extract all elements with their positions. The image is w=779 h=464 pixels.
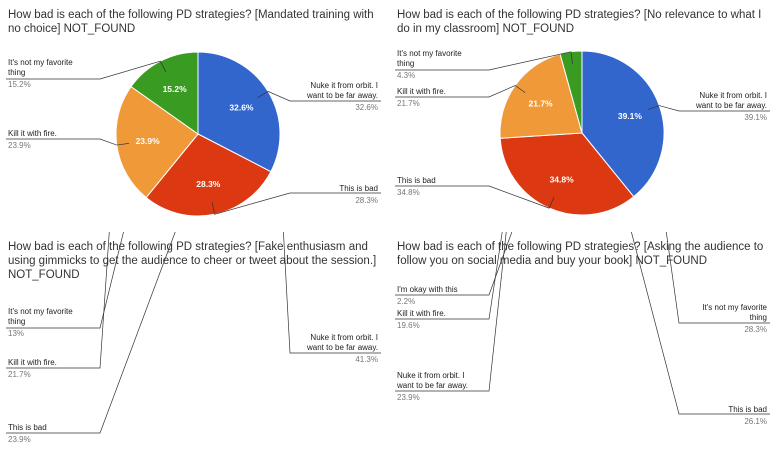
legend-label: Kill it with fire. [397,309,446,318]
legend-percent: 13% [8,329,24,338]
chart-title: How bad is each of the following PD stra… [8,9,374,35]
slice-percent-label: 21.7% [529,99,554,109]
legend-label: It's not my favorite [8,307,73,316]
legend-label: Nuke it from orbit. I [310,333,378,342]
legend-callout-this-is-bad: This is bad 26.1% [631,232,770,426]
leader-line [395,232,503,320]
legend-callout-i-m-okay-with-this: I'm okay with this 2.2% [395,232,513,306]
leader-line [6,60,167,80]
legend-label: This is bad [728,405,767,414]
legend-percent: 26.1% [744,417,767,426]
chart-title: How bad is each of the following PD stra… [397,241,764,267]
legend-label: want to be far away. [695,101,767,110]
leader-line [395,85,526,98]
legend-label: Kill it with fire. [8,129,57,138]
legend-label: I'm okay with this [397,285,458,294]
chart-panel-mandated-training: How bad is each of the following PD stra… [0,0,389,232]
chart-title: How bad is each of the following PD stra… [8,241,377,281]
leader-line [395,232,513,296]
legend-label: want to be far away. [306,343,378,352]
leader-line [6,232,176,434]
legend-callout-this-is-bad: This is bad 34.8% [395,176,555,209]
legend-label: thing [8,317,25,326]
slice-percent-label: 28.3% [196,179,221,189]
legend-label: thing [750,313,767,322]
leader-line [6,138,129,146]
legend-callout-this-is-bad: This is bad 28.3% [211,184,381,215]
legend-callout-kill-it-with-fire: Kill it with fire. 19.6% [395,232,503,330]
legend-label: thing [8,68,25,77]
slice-percent-label: 15.2% [163,84,188,94]
chart-panel-social-media: How bad is each of the following PD stra… [389,232,778,464]
legend-label: Kill it with fire. [397,87,446,96]
legend-percent: 2.2% [397,297,415,306]
slice-percent-label: 34.8% [550,175,575,185]
legend-label: This is bad [8,423,47,432]
leader-line [395,232,507,392]
legend-label: This is bad [397,176,436,185]
legend-label: It's not my favorite [397,49,462,58]
legend-label: Nuke it from orbit. I [310,81,378,90]
legend-label: want to be far away. [396,381,468,390]
leader-line [395,185,555,209]
slice-percent-label: 39.1% [618,111,643,121]
legend-percent: 4.3% [397,71,415,80]
chart-panel-fake-enthusiasm: How bad is each of the following PD stra… [0,232,389,464]
legend-percent: 15.2% [8,80,31,89]
legend-percent: 28.3% [355,196,378,205]
legend-label: It's not my favorite [8,58,73,67]
legend-label: want to be far away. [306,91,378,100]
slice-percent-label: 32.6% [229,103,254,113]
legend-label: Kill it with fire. [8,358,57,367]
legend-percent: 19.6% [397,321,420,330]
legend-callout-kill-it-with-fire: Kill it with fire. 21.7% [395,85,526,108]
legend-percent: 21.7% [397,99,420,108]
legend-percent: 21.7% [8,370,31,379]
legend-callout-kill-it-with-fire: Kill it with fire. 23.9% [6,129,129,150]
legend-label: thing [397,59,414,68]
chart-title: How bad is each of the following PD stra… [397,9,762,35]
leader-line [665,232,770,324]
leader-line [6,232,124,329]
legend-percent: 23.9% [8,435,31,444]
legend-percent: 39.1% [744,113,767,122]
legend-percent: 23.9% [397,393,420,402]
legend-label: Nuke it from orbit. I [397,371,465,380]
legend-label: It's not my favorite [702,303,767,312]
legend-percent: 23.9% [8,141,31,150]
leader-line [6,232,110,369]
legend-callout-kill-it-with-fire: Kill it with fire. 21.7% [6,232,110,379]
leader-line [283,232,381,354]
leader-line [395,51,573,71]
legend-percent: 32.6% [355,103,378,112]
legend-percent: 34.8% [397,188,420,197]
legend-percent: 41.3% [355,355,378,364]
leader-line [257,90,381,102]
leader-line [631,232,770,415]
legend-callout-this-is-bad: This is bad 23.9% [6,232,176,444]
legend-label: This is bad [339,184,378,193]
leader-line [211,192,381,215]
leader-line [647,105,770,112]
chart-panel-no-relevance: How bad is each of the following PD stra… [389,0,778,232]
legend-percent: 28.3% [744,325,767,334]
legend-label: Nuke it from orbit. I [699,91,767,100]
slice-percent-label: 23.9% [136,136,161,146]
